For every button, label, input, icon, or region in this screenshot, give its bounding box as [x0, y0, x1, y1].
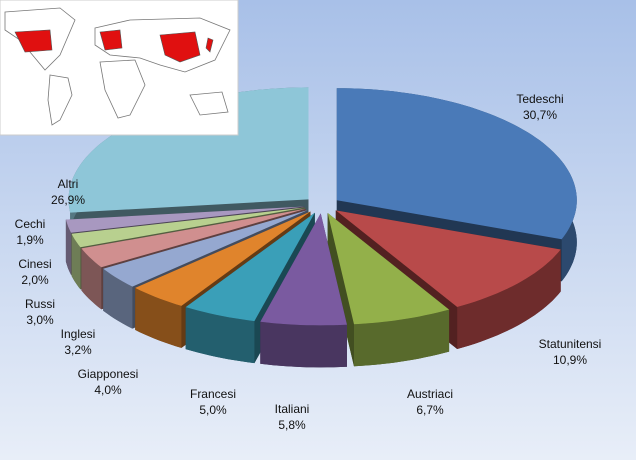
slice-label: Russi — [25, 297, 55, 311]
slice-wall — [457, 249, 561, 349]
slice-top — [135, 211, 311, 306]
slice-top — [103, 210, 308, 287]
map-australia — [189, 91, 229, 116]
slice-wall — [65, 219, 71, 275]
slice-label: Francesi — [190, 387, 236, 401]
slice-top — [68, 87, 309, 213]
slice-label: Italiani — [275, 402, 310, 416]
slice-wall — [354, 309, 450, 367]
slice-value-label: 3,2% — [64, 343, 92, 357]
slice-top — [335, 210, 561, 307]
slice-top — [81, 208, 306, 268]
slice-value-label: 5,8% — [278, 418, 306, 432]
slice-wall — [103, 268, 133, 329]
slice-value-label: 3,0% — [26, 313, 54, 327]
slice-wall — [135, 287, 182, 348]
slice-label: Austriaci — [407, 387, 453, 401]
slice-wall — [81, 248, 102, 310]
map-usa — [14, 29, 53, 53]
slice-label: Giapponesi — [78, 367, 139, 381]
map-africa — [99, 59, 146, 119]
slice-top — [71, 207, 305, 248]
slice-label: Statunitensi — [539, 337, 602, 351]
map-europe — [99, 29, 123, 51]
map-china — [159, 31, 201, 63]
pie — [65, 87, 577, 368]
slice-top — [185, 212, 315, 322]
slice-label: Altri — [58, 177, 79, 191]
slice-value-label: 5,0% — [199, 403, 227, 417]
slice-value-label: 30,7% — [523, 108, 557, 122]
slice-value-label: 2,0% — [21, 273, 49, 287]
slice-wall — [185, 307, 255, 364]
map-japan — [205, 37, 214, 53]
map-inset — [0, 0, 239, 136]
slice-value-label: 10,9% — [553, 353, 587, 367]
slice-top — [65, 206, 305, 233]
slice-wall — [260, 321, 347, 368]
slice-wall — [71, 233, 81, 290]
slice-side — [327, 213, 354, 367]
slice-top — [327, 213, 450, 325]
map-south-america — [47, 74, 73, 126]
slice-label: Cinesi — [18, 257, 51, 271]
slice-value-label: 26,9% — [51, 193, 85, 207]
slice-label: Tedeschi — [516, 92, 563, 106]
slice-top — [260, 213, 347, 326]
slice-top — [336, 88, 577, 240]
slice-value-label: 1,9% — [16, 233, 44, 247]
slice-label: Inglesi — [61, 327, 96, 341]
slice-value-label: 6,7% — [416, 403, 444, 417]
slice-label: Cechi — [15, 217, 46, 231]
slice-value-label: 4,0% — [94, 383, 122, 397]
